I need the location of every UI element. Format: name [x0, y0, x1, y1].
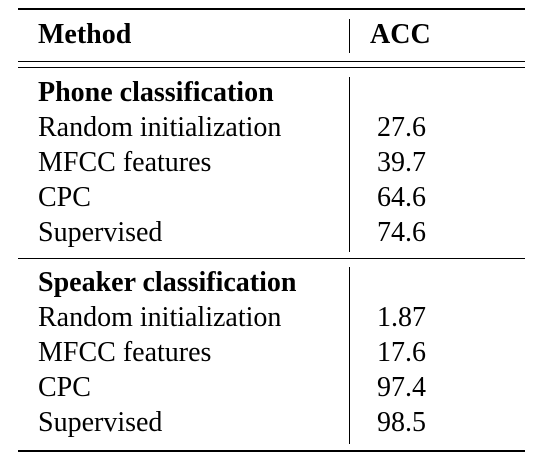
- table-row-method: CPC: [38, 182, 91, 213]
- section-speaker-column-separator: [349, 267, 351, 444]
- section-divider-rule: [18, 258, 525, 260]
- table-row-method: MFCC features: [38, 337, 212, 368]
- header-rule-lower: [18, 67, 525, 69]
- header-rule-upper: [18, 61, 525, 63]
- section-title-phone: Phone classification: [38, 77, 274, 108]
- results-table: Method ACC Phone classification Random i…: [18, 8, 525, 454]
- table-row-acc: 64.6: [377, 182, 426, 213]
- section-phone-column-separator: [349, 77, 351, 252]
- table-row-method: MFCC features: [38, 147, 212, 178]
- table-row-acc: 27.6: [377, 112, 426, 143]
- section-title-speaker: Speaker classification: [38, 267, 297, 298]
- table-row-acc: 39.7: [377, 147, 426, 178]
- table-row-acc: 74.6: [377, 217, 426, 248]
- table-row-acc: 97.4: [377, 372, 426, 403]
- bottom-rule: [18, 450, 525, 452]
- table-row-method: Random initialization: [38, 112, 282, 143]
- table-row-acc: 1.87: [377, 302, 426, 333]
- header-acc: ACC: [370, 19, 431, 50]
- header-method: Method: [38, 19, 132, 50]
- table-row-method: Supervised: [38, 407, 163, 438]
- table-row-method: Supervised: [38, 217, 163, 248]
- table-row-method: CPC: [38, 372, 91, 403]
- table-row-acc: 98.5: [377, 407, 426, 438]
- header-column-separator: [349, 19, 351, 53]
- table-row-method: Random initialization: [38, 302, 282, 333]
- top-rule: [18, 8, 525, 10]
- table-row-acc: 17.6: [377, 337, 426, 368]
